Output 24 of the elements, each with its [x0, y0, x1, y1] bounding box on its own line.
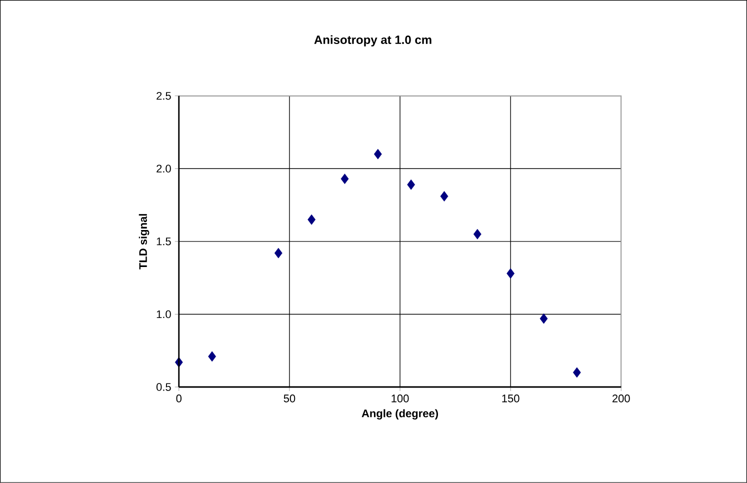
- chart-title: Anisotropy at 1.0 cm: [314, 35, 432, 46]
- point: [274, 248, 282, 258]
- x-tick-label: 50: [284, 394, 296, 402]
- point: [572, 367, 581, 378]
- x-tick-label: 150: [502, 394, 520, 402]
- point: [407, 180, 416, 190]
- y-tick-label: 1.0: [156, 310, 171, 318]
- point: [473, 229, 482, 240]
- x-tick-label: 0: [176, 394, 182, 402]
- point: [208, 351, 216, 362]
- point: [308, 214, 316, 225]
- point: [440, 191, 448, 202]
- x-tick-label: 100: [392, 394, 409, 402]
- x-tick-label: 200: [612, 394, 630, 402]
- point: [540, 313, 548, 324]
- y-tick-label: 2.5: [156, 92, 171, 100]
- point: [340, 174, 349, 184]
- y-axis-title: TLD signal: [138, 214, 150, 270]
- point: [506, 268, 515, 279]
- x-axis-title: Angle (degree): [362, 409, 438, 420]
- y-tick-label: 0.5: [156, 383, 171, 391]
- y-tick-label: 1.5: [156, 238, 171, 246]
- y-tick-label: 2.0: [156, 164, 171, 173]
- point: [374, 148, 382, 160]
